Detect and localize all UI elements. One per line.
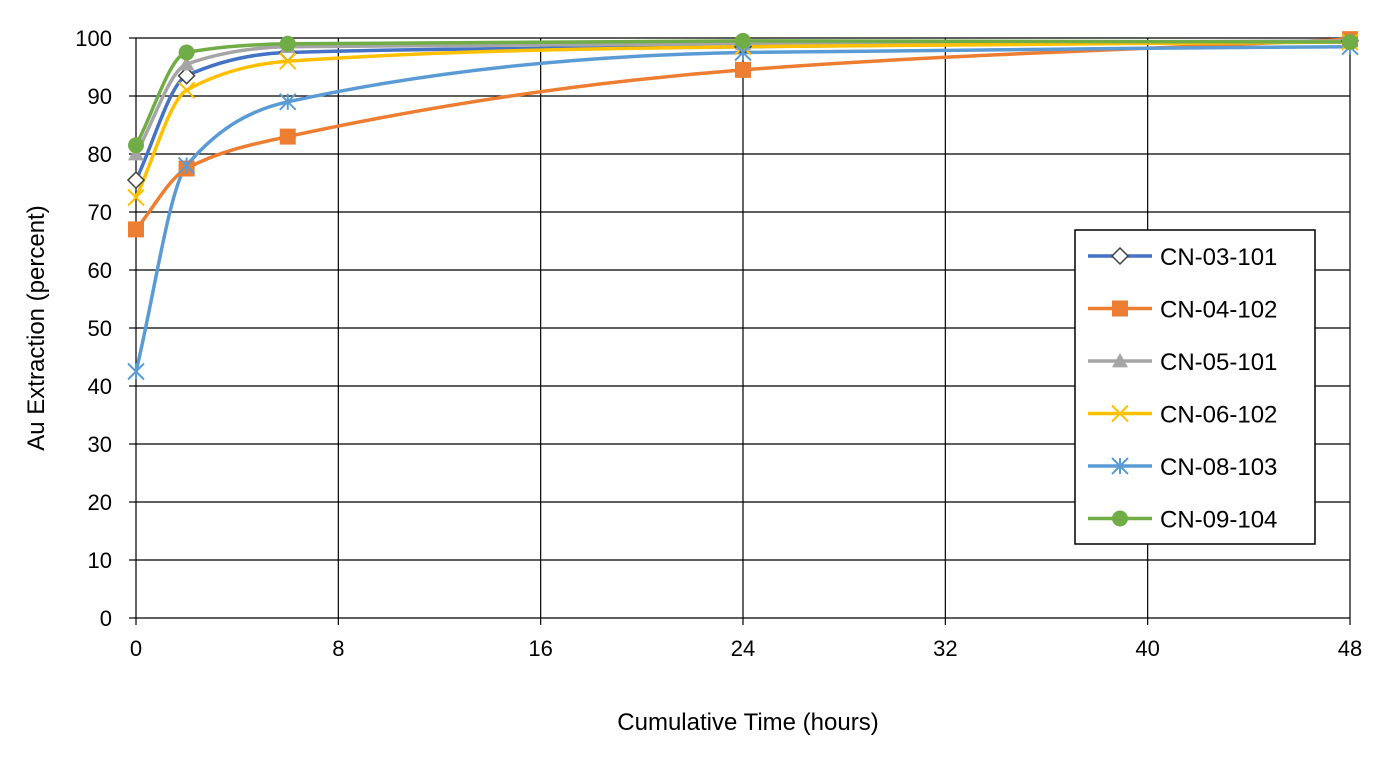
legend-marker-CN-08-103: [1111, 457, 1129, 475]
data-point-CN-08-103: [127, 362, 145, 381]
data-point-CN-06-102: [279, 52, 297, 70]
series-markers: [126, 31, 1360, 381]
x-tick-labels: 0 8 16 24 32 40 48: [130, 636, 1362, 661]
y-tick-label: 30: [88, 432, 112, 457]
legend-marker-CN-06-102: [1111, 404, 1129, 423]
legend-box: [1074, 229, 1316, 545]
data-point-CN-08-103: [177, 156, 196, 175]
data-point-CN-04-102: [128, 221, 144, 238]
data-point-CN-09-104: [128, 137, 144, 154]
data-point-CN-08-103: [279, 93, 297, 111]
legend-label: CN-03-101: [1160, 244, 1277, 271]
y-tick-label: 100: [75, 26, 112, 51]
legend: CN-03-101 CN-04-102 CN-05-101 CN-06-102 CN-0…: [1074, 229, 1316, 545]
series-line-CN-08-103: [134, 44, 1351, 372]
y-tick-label: 90: [88, 84, 112, 109]
x-tick-label: 48: [1338, 636, 1362, 661]
y-tick-label: 50: [88, 316, 112, 341]
x-tick-label: 24: [731, 636, 755, 661]
y-tick-label: 60: [88, 258, 112, 283]
data-point-CN-04-102: [279, 128, 296, 145]
y-tick-label: 80: [88, 142, 112, 167]
data-point-CN-09-104: [279, 35, 296, 52]
legend-marker-CN-03-101: [1110, 246, 1130, 266]
legend-label: CN-09-104: [1160, 507, 1277, 534]
y-tick-label: 10: [88, 548, 112, 573]
data-point-CN-09-104: [178, 44, 195, 61]
y-tick-label: 40: [88, 374, 112, 399]
legend-label: CN-06-102: [1160, 402, 1277, 429]
x-tick-label: 0: [130, 636, 142, 661]
data-point-CN-09-104: [735, 32, 751, 49]
data-point-CN-05-101: [178, 56, 195, 71]
x-tick-label: 8: [332, 636, 344, 661]
x-tick-label: 40: [1135, 636, 1159, 661]
data-point-CN-04-102: [735, 61, 751, 78]
legend-marker-CN-04-102: [1112, 300, 1128, 317]
legend-label: CN-04-102: [1160, 297, 1277, 324]
legend-label: CN-05-101: [1160, 349, 1277, 376]
y-axis-title: Au Extraction (percent): [23, 205, 50, 450]
data-point-CN-06-102: [177, 81, 196, 99]
x-tick-label: 32: [933, 636, 957, 661]
data-point-CN-06-102: [127, 188, 145, 207]
data-point-CN-03-101: [126, 171, 146, 190]
data-point-CN-03-101: [177, 66, 196, 85]
legend-marker-CN-09-104: [1112, 510, 1128, 527]
y-tick-label: 0: [100, 606, 112, 631]
legend-marker-CN-05-101: [1112, 353, 1128, 368]
x-tick-label: 16: [528, 636, 552, 661]
legend-label: CN-08-103: [1160, 454, 1277, 481]
data-point-CN-09-104: [1342, 34, 1358, 51]
y-tick-label: 70: [88, 200, 112, 225]
y-tick-label: 20: [88, 490, 112, 515]
y-tick-labels: 0 10 20 30 40 50 60 70 80 90 100: [75, 26, 112, 631]
x-axis-title: Cumulative Time (hours): [617, 709, 878, 736]
